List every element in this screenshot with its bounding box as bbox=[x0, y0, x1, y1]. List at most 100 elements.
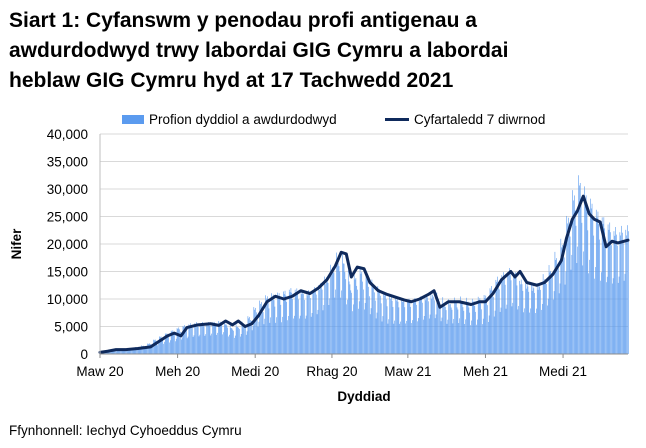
daily-bar bbox=[481, 309, 482, 354]
daily-bar bbox=[209, 326, 211, 354]
daily-bar bbox=[348, 281, 350, 354]
daily-bar bbox=[114, 349, 115, 354]
daily-bar bbox=[465, 319, 466, 354]
daily-bar bbox=[542, 274, 544, 354]
daily-bar bbox=[448, 299, 449, 354]
daily-bar bbox=[136, 347, 137, 354]
daily-bar bbox=[584, 198, 586, 354]
daily-bar bbox=[418, 298, 420, 354]
daily-bar bbox=[501, 275, 503, 354]
daily-bar bbox=[543, 281, 545, 354]
daily-bar bbox=[203, 326, 205, 354]
daily-bar bbox=[128, 350, 130, 354]
daily-bar bbox=[551, 273, 552, 354]
daily-bar bbox=[574, 210, 576, 354]
daily-bar bbox=[626, 235, 627, 354]
daily-bar bbox=[297, 293, 298, 354]
daily-bar bbox=[407, 302, 409, 354]
daily-bar bbox=[272, 294, 274, 354]
daily-bar bbox=[546, 283, 547, 354]
daily-bar bbox=[315, 294, 317, 354]
daily-bar bbox=[354, 279, 356, 354]
daily-bar bbox=[217, 332, 218, 354]
legend-bar-swatch bbox=[122, 115, 144, 124]
daily-bar bbox=[130, 348, 131, 354]
daily-bar bbox=[246, 331, 248, 354]
daily-bar bbox=[402, 298, 404, 354]
daily-bar bbox=[337, 263, 338, 354]
daily-bar bbox=[378, 290, 379, 354]
daily-bar bbox=[519, 280, 520, 354]
x-tick-label: Meh 21 bbox=[463, 364, 508, 379]
daily-bar bbox=[391, 300, 393, 354]
daily-bar bbox=[325, 284, 326, 354]
daily-bar bbox=[298, 299, 299, 354]
daily-bar bbox=[307, 295, 309, 354]
daily-bar bbox=[134, 349, 136, 354]
daily-bar bbox=[471, 320, 472, 354]
daily-bar bbox=[150, 344, 152, 354]
daily-bar bbox=[586, 211, 588, 354]
daily-bar bbox=[117, 349, 119, 354]
daily-bar bbox=[426, 295, 428, 354]
daily-bar bbox=[603, 217, 605, 354]
daily-bar bbox=[406, 320, 407, 354]
daily-bar bbox=[541, 309, 542, 354]
daily-bar bbox=[363, 289, 364, 354]
daily-bar bbox=[180, 331, 181, 354]
daily-bar bbox=[284, 290, 286, 354]
daily-bar bbox=[127, 350, 129, 354]
daily-bar bbox=[463, 310, 465, 354]
daily-bar bbox=[535, 313, 536, 354]
daily-bar bbox=[407, 300, 408, 354]
daily-bar bbox=[611, 245, 612, 354]
daily-bar bbox=[423, 315, 425, 354]
daily-bar bbox=[478, 300, 480, 354]
daily-bar bbox=[620, 235, 622, 354]
daily-bar bbox=[142, 346, 143, 354]
daily-bar bbox=[621, 225, 622, 354]
daily-bar bbox=[116, 351, 117, 354]
daily-bar bbox=[299, 315, 301, 354]
daily-bar bbox=[279, 298, 281, 354]
x-tick-labels: Maw 20 Meh 20 Medi 20 Rhag 20 Maw 21 Meh 21 Me… bbox=[76, 364, 587, 379]
daily-bar bbox=[183, 326, 185, 354]
daily-bar bbox=[385, 293, 386, 354]
daily-bar bbox=[531, 283, 532, 354]
daily-bar bbox=[137, 347, 138, 354]
daily-bar bbox=[290, 288, 292, 354]
daily-bar bbox=[440, 321, 442, 354]
daily-bar bbox=[258, 321, 260, 354]
daily-bar bbox=[333, 272, 335, 354]
daily-bar bbox=[252, 325, 254, 354]
daily-bar bbox=[504, 277, 505, 354]
daily-bar bbox=[408, 298, 410, 354]
daily-bar bbox=[504, 284, 506, 354]
daily-bar bbox=[446, 323, 448, 354]
daily-bar bbox=[281, 322, 282, 354]
daily-bar bbox=[310, 316, 312, 354]
daily-bar bbox=[384, 295, 385, 354]
daily-bar bbox=[564, 284, 566, 354]
daily-bar bbox=[379, 289, 380, 354]
daily-bar bbox=[405, 323, 406, 354]
daily-bar bbox=[524, 308, 525, 354]
daily-bar bbox=[576, 263, 578, 354]
daily-bar bbox=[275, 322, 277, 354]
daily-bar bbox=[392, 306, 394, 354]
daily-bar bbox=[166, 333, 168, 354]
daily-bar bbox=[525, 288, 527, 354]
daily-bar bbox=[196, 322, 197, 354]
daily-bar bbox=[590, 198, 591, 354]
daily-bar bbox=[261, 306, 263, 354]
x-tick-label: Maw 20 bbox=[76, 364, 123, 379]
daily-bar bbox=[567, 223, 568, 354]
daily-bar bbox=[293, 315, 295, 354]
daily-bar bbox=[276, 317, 277, 354]
daily-bar bbox=[473, 300, 475, 354]
daily-bar bbox=[487, 305, 488, 354]
daily-bar bbox=[358, 301, 360, 354]
daily-bar bbox=[347, 299, 348, 354]
daily-bar bbox=[133, 350, 135, 354]
daily-bar bbox=[482, 324, 483, 354]
